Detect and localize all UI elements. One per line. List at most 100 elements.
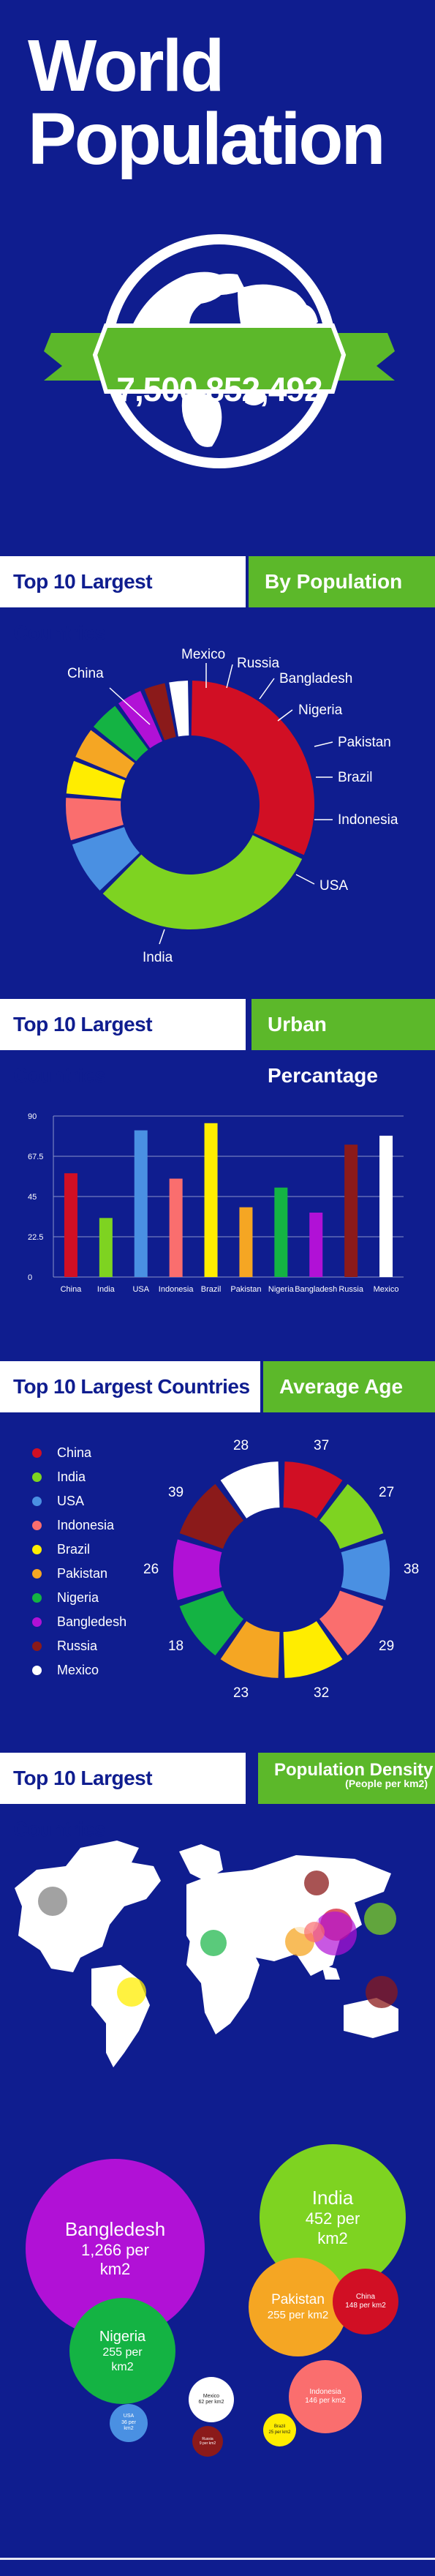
bubble-text-line: India <box>311 2187 354 2209</box>
section-left-title: Top 10 Largest Countries <box>0 556 246 644</box>
age-value-mexico: 28 <box>232 1437 249 1453</box>
population-leader-line <box>314 741 333 747</box>
age-value-pakistan: 23 <box>232 1685 249 1701</box>
population-slice-china <box>191 681 314 855</box>
urban-bar-india <box>99 1218 113 1277</box>
bubble-text-line: 255 per <box>102 2346 143 2359</box>
legend-label: Brazil <box>57 1542 91 1557</box>
x-tick-label: Pakistan <box>230 1285 261 1294</box>
legend-label: Nigeria <box>57 1590 99 1605</box>
legend-swatch <box>32 1545 42 1554</box>
age-legend: China India USA Indonesia Brazil Pakistan Nige… <box>0 1442 161 1683</box>
age-slice-usa <box>341 1539 390 1600</box>
legend-swatch <box>32 1569 42 1579</box>
population-total: 7,500,852,492 <box>116 370 322 408</box>
x-tick-label: China <box>61 1285 83 1294</box>
age-value-brazil: 32 <box>314 1685 330 1701</box>
population-label-indonesia: Indonesia <box>338 812 398 828</box>
population-leader-line <box>226 664 233 689</box>
section-left-title: Top 10 Largest Countries <box>0 1753 246 1841</box>
y-tick-label: 0 <box>28 1273 32 1282</box>
section-header-age: Top 10 Largest Countries Average Age <box>0 1361 435 1412</box>
urban-bar-indonesia <box>169 1178 183 1277</box>
section-header-urban: Top 10 Largest Countries Urban Percantag… <box>0 999 435 1087</box>
y-tick-label: 90 <box>28 1112 37 1121</box>
age-value-russia: 39 <box>167 1485 184 1501</box>
x-tick-label: Russia <box>338 1285 364 1294</box>
age-value-indonesia: 29 <box>379 1638 395 1654</box>
legend-swatch <box>32 1593 42 1603</box>
population-label-india: India <box>143 950 173 965</box>
bubble-text-line: Indonesia <box>309 2388 341 2396</box>
legend-label: Pakistan <box>57 1566 108 1581</box>
bubble-text-line: 62 per km2 <box>198 2400 224 2405</box>
title-line2: Population <box>28 98 386 180</box>
map-marker-russia <box>304 1871 329 1895</box>
density-bubble-russia: Russia 9 per km2 <box>192 2426 223 2457</box>
population-label-nigeria: Nigeria <box>298 703 343 718</box>
age-value-india: 27 <box>379 1485 395 1501</box>
map-marker-usa <box>38 1887 67 1916</box>
map-marker-india <box>364 1903 396 1935</box>
bubble-text-line: km2 <box>111 2360 134 2373</box>
age-value-nigeria: 18 <box>167 1638 184 1654</box>
population-slice-usa <box>72 827 140 891</box>
x-tick-label: India <box>97 1285 116 1294</box>
population-leader-line <box>295 874 315 885</box>
density-bubble-mexico: Mexico 62 per km2 <box>189 2377 234 2422</box>
map-marker-ext <box>304 1922 325 1942</box>
legend-swatch <box>32 1497 42 1506</box>
section-left-title: Top 10 Largest Countries <box>0 999 246 1087</box>
legend-label: Russia <box>57 1639 98 1653</box>
age-slice-nigeria <box>179 1590 243 1656</box>
population-label-russia: Russia <box>237 656 280 671</box>
x-tick-label: USA <box>132 1285 149 1294</box>
world-map <box>15 1841 398 2067</box>
density-bubble-pakistan: Pakistan 255 per km2 <box>249 2258 347 2356</box>
x-tick-label: Nigeria <box>268 1285 295 1294</box>
legend-swatch <box>32 1448 42 1458</box>
urban-bar-bangladesh <box>309 1213 323 1277</box>
x-tick-label: Brazil <box>201 1285 222 1294</box>
map-marker-bangladesh <box>313 1912 357 1955</box>
urban-bar-pakistan <box>239 1207 253 1277</box>
age-slice-india <box>319 1483 384 1549</box>
population-label-china: China <box>67 666 104 681</box>
bubble-text-line: 36 per <box>121 2419 136 2425</box>
y-tick-label: 22.5 <box>28 1233 43 1242</box>
map-marker-nigeria <box>200 1930 227 1956</box>
density-bubble-indonesia: Indonesia 146 per km2 <box>289 2360 362 2433</box>
population-leader-line <box>109 687 151 725</box>
bubble-text-line: 452 per <box>305 2209 360 2228</box>
y-tick-label: 67.5 <box>28 1153 43 1161</box>
age-slice-bangledesh <box>173 1539 222 1600</box>
population-leader-line <box>159 929 165 945</box>
urban-bar-russia <box>344 1145 358 1277</box>
population-label-bangladesh: Bangladesh <box>279 671 353 686</box>
urban-bar-chart: 0 22.5 45 67.5 90 China India USA Indonesia Brazi… <box>28 1112 404 1294</box>
population-slice-russia <box>144 683 176 741</box>
population-slice-indonesia <box>66 798 124 841</box>
x-tick-label: Mexico <box>374 1285 399 1294</box>
age-slice-russia <box>179 1483 243 1549</box>
section-right-title: Average Age <box>263 1361 435 1412</box>
bubble-text-line: Brazil <box>273 2425 285 2430</box>
age-value-bangledesh: 26 <box>143 1562 159 1577</box>
urban-bar-china <box>64 1173 77 1277</box>
y-tick-label: 45 <box>28 1193 37 1202</box>
bubble-text-line: 1,266 per <box>81 2240 149 2259</box>
population-label-mexico: Mexico <box>181 647 226 662</box>
population-slice-mexico <box>169 681 189 737</box>
legend-swatch <box>32 1472 42 1482</box>
population-slice-nigeria <box>93 705 148 762</box>
section-header-population: Top 10 Largest Countries By Population <box>0 556 435 644</box>
bubble-text-line: 148 per km2 <box>345 2302 386 2310</box>
legend-swatch <box>32 1641 42 1651</box>
section-right-title: Urban Percantage <box>251 999 435 1087</box>
bubble-text-line: 25 per km2 <box>268 2430 291 2435</box>
bubble-text-line: km2 <box>317 2228 348 2247</box>
bubble-text-line: China <box>355 2293 376 2301</box>
density-bubble-china: China 148 per km2 <box>333 2269 398 2334</box>
population-label-brazil: Brazil <box>338 770 373 785</box>
x-tick-label: Bangladesh <box>295 1285 337 1294</box>
